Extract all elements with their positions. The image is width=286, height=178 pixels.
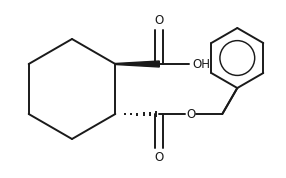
- Text: O: O: [155, 151, 164, 164]
- Text: O: O: [186, 108, 196, 121]
- Polygon shape: [115, 61, 159, 67]
- Text: OH: OH: [192, 57, 210, 70]
- Text: O: O: [155, 14, 164, 27]
